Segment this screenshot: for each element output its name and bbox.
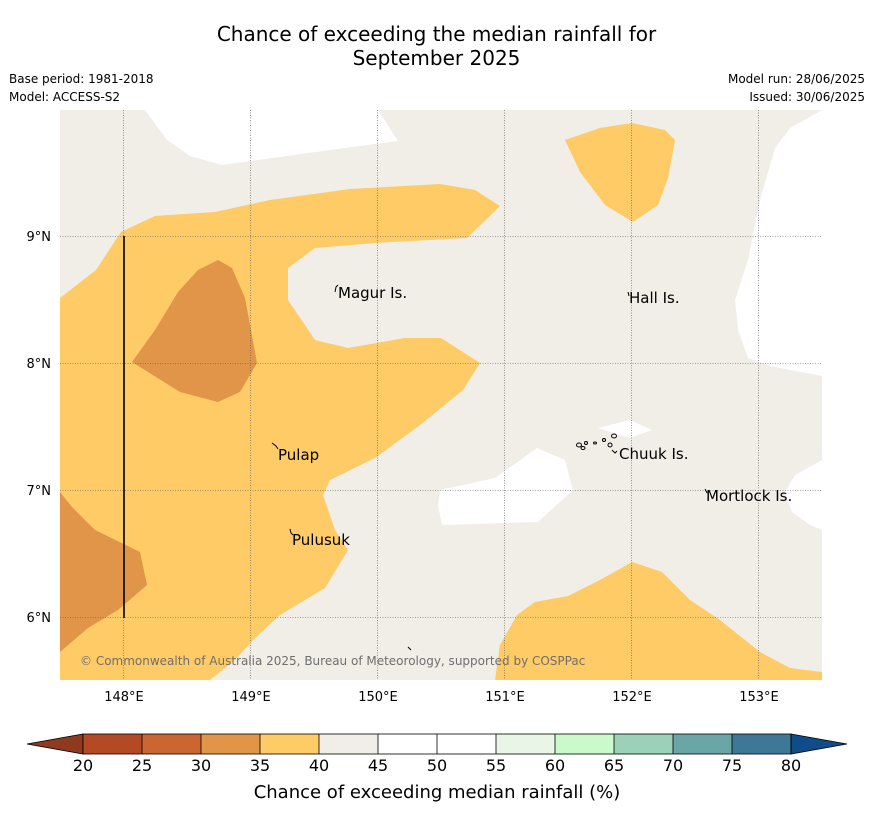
lat-label-6n: 6°N [27, 611, 52, 626]
colorbar-bin-45-50 [378, 734, 437, 754]
meta-left: Base period: 1981-2018 Model: ACCESS-S2 [9, 70, 154, 106]
colorbar-extend-high [790, 733, 848, 755]
lat-label-9n: 9°N [27, 230, 52, 245]
colorbar-tick-65: 65 [604, 756, 624, 775]
colorbar-tick-75: 75 [722, 756, 742, 775]
colorbar-tick-60: 60 [545, 756, 565, 775]
model-run: Model run: 28/06/2025 [727, 72, 865, 86]
lat-label-7n: 7°N [27, 484, 52, 499]
place-pulusuk: Pulusuk [292, 531, 350, 549]
place-hall: Hall Is. [629, 289, 680, 307]
colorbar-tick-20: 20 [73, 756, 93, 775]
colorbar-bin-60-65 [555, 734, 614, 754]
model-name: Model: ACCESS-S2 [9, 90, 121, 104]
lon-labels: 148°E 149°E 150°E 151°E 152°E 153°E [104, 690, 779, 705]
title-line-2: September 2025 [352, 46, 521, 70]
colorbar-bin-65-70 [614, 734, 673, 754]
region-35-40-hall [565, 123, 675, 222]
lon-label-149e: 149°E [231, 690, 271, 705]
region-35-40-south [495, 562, 822, 680]
lon-label-151e: 151°E [485, 690, 525, 705]
colorbar-bin-30-35 [201, 734, 260, 754]
colorbar-bin-70-75 [673, 734, 732, 754]
copyright-notice: © Commonwealth of Australia 2025, Bureau… [80, 654, 585, 668]
issued-date: Issued: 30/06/2025 [749, 90, 865, 104]
region-45-55-southeast [785, 460, 822, 530]
region-30-35-north [132, 260, 257, 402]
region-45-55-small [598, 420, 652, 438]
place-magur: Magur Is. [338, 284, 407, 302]
colorbar-extend-low [26, 733, 84, 755]
colorbar-tick-35: 35 [250, 756, 270, 775]
chart-title: Chance of exceeding the median rainfall … [0, 22, 873, 70]
region-45-55-chuuk [438, 448, 573, 525]
lat-label-8n: 8°N [27, 357, 52, 372]
meta-right: Model run: 28/06/2025 Issued: 30/06/2025 [728, 70, 865, 106]
colorbar-tick-45: 45 [368, 756, 388, 775]
colorbar-ticks: 20 25 30 35 40 45 50 55 60 65 70 75 80 [73, 756, 801, 775]
colorbar-bin-55-60 [496, 734, 555, 754]
colorbar-bin-75-80 [732, 734, 791, 754]
colorbar-bin-25-30 [142, 734, 201, 754]
place-chuuk: Chuuk Is. [619, 445, 688, 463]
map-panel: Magur Is. Hall Is. Pulap Chuuk Is. Mortl… [60, 110, 822, 680]
colorbar-tick-50: 50 [427, 756, 447, 775]
base-period: Base period: 1981-2018 [9, 72, 154, 86]
colorbar-tick-25: 25 [132, 756, 152, 775]
colorbar-tick-80: 80 [781, 756, 801, 775]
colorbar-tick-40: 40 [309, 756, 329, 775]
lon-label-150e: 150°E [358, 690, 398, 705]
colorbar-bin-35-40 [260, 734, 319, 754]
colorbar-tick-55: 55 [486, 756, 506, 775]
island-outlines [271, 284, 708, 651]
colorbar-tick-30: 30 [191, 756, 211, 775]
lon-label-152e: 152°E [612, 690, 652, 705]
colorbar: 20 25 30 35 40 45 50 55 60 65 70 75 80 C… [26, 733, 848, 803]
colorbar-bin-20-25 [83, 734, 142, 754]
colorbar-bin-40-45 [319, 734, 378, 754]
region-45-55-east [735, 110, 822, 376]
lon-label-153e: 153°E [739, 690, 779, 705]
place-mortlock: Mortlock Is. [706, 487, 792, 505]
lon-label-148e: 148°E [104, 690, 144, 705]
place-pulap: Pulap [278, 446, 319, 464]
region-45-55-north [60, 110, 398, 165]
colorbar-tick-70: 70 [663, 756, 683, 775]
lat-labels: 9°N 8°N 7°N 6°N [27, 230, 52, 626]
colorbar-label: Chance of exceeding median rainfall (%) [254, 782, 621, 803]
colorbar-bin-50-55 [437, 734, 496, 754]
gridlines [60, 110, 822, 680]
title-line-1: Chance of exceeding the median rainfall … [216, 22, 657, 46]
region-30-35-south [60, 492, 147, 652]
